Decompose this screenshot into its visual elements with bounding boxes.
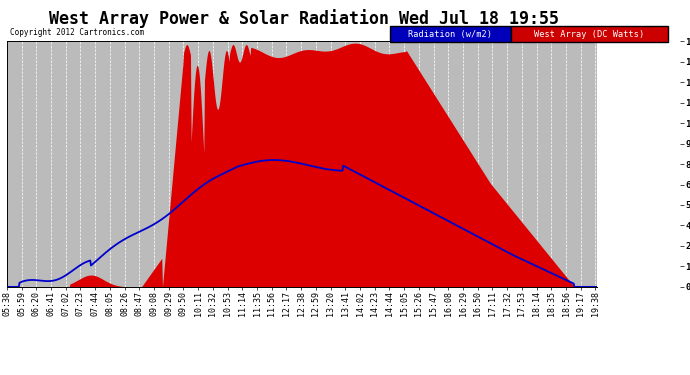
Text: Copyright 2012 Cartronics.com: Copyright 2012 Cartronics.com — [10, 28, 144, 37]
Text: West Array (DC Watts): West Array (DC Watts) — [534, 30, 644, 39]
Text: West Array Power & Solar Radiation Wed Jul 18 19:55: West Array Power & Solar Radiation Wed J… — [48, 9, 559, 28]
Text: Radiation (w/m2): Radiation (w/m2) — [408, 30, 492, 39]
